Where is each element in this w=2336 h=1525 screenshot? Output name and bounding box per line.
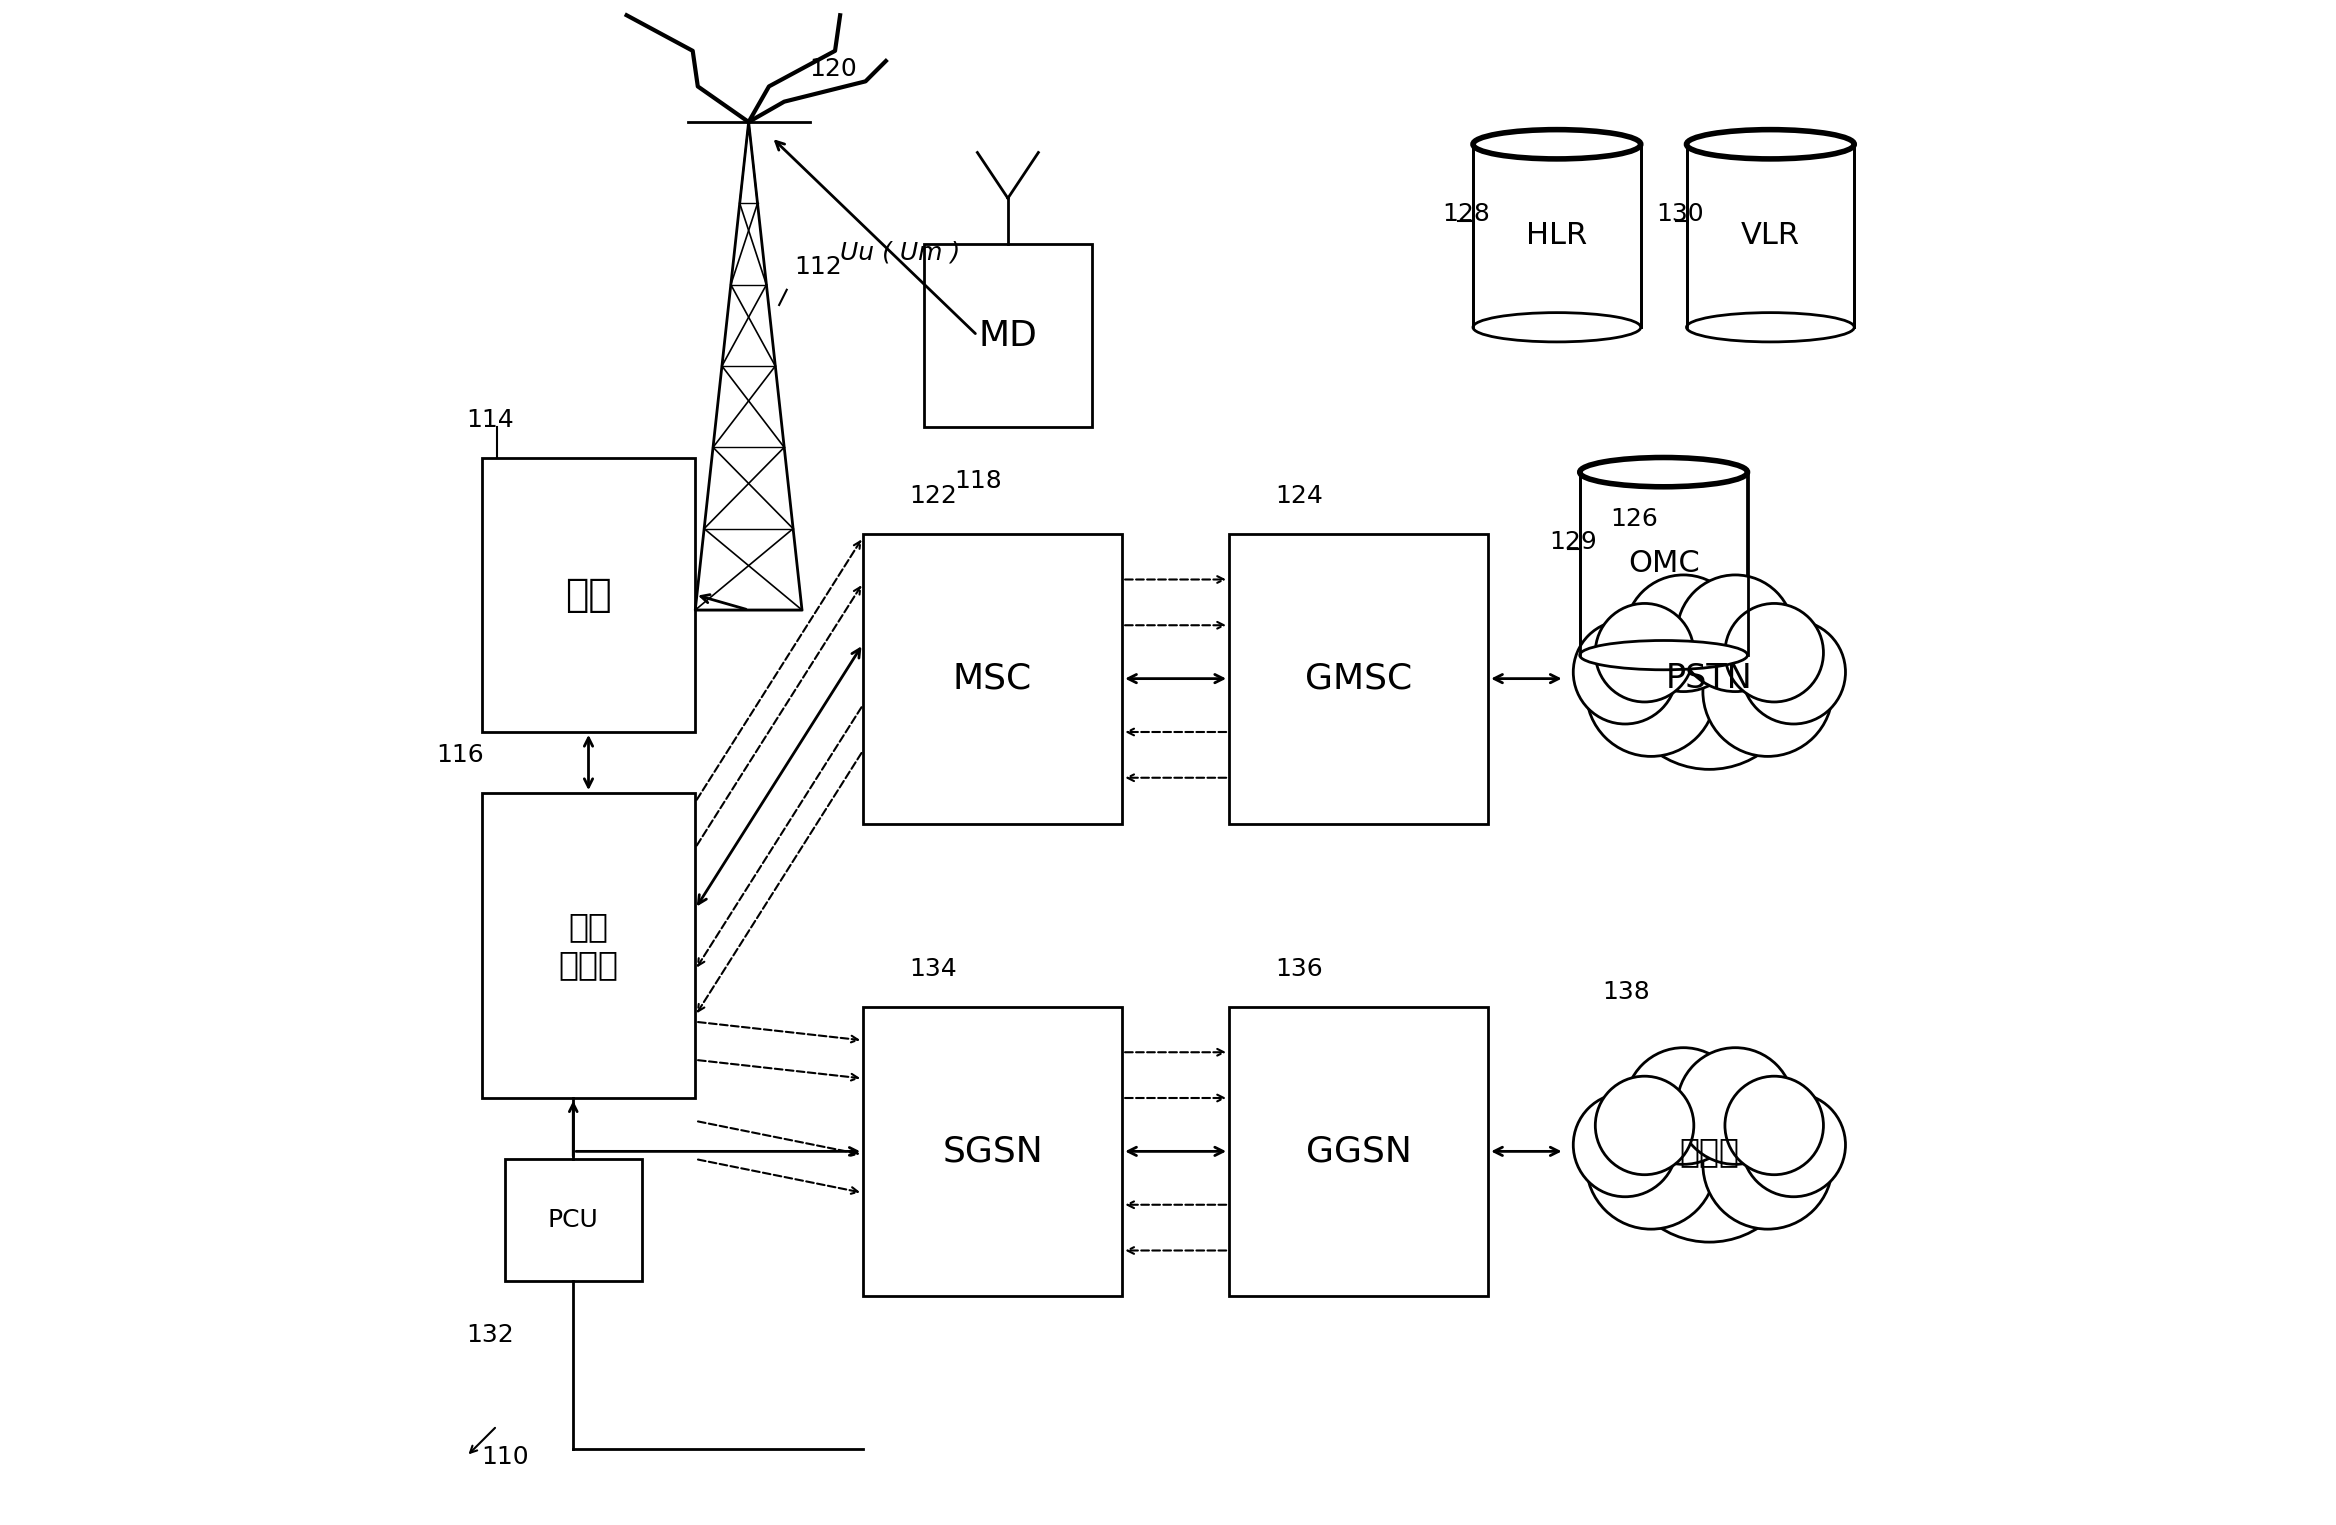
Text: 120: 120 [811,58,857,81]
FancyBboxPatch shape [481,793,696,1098]
Bar [1474,145,1640,328]
Ellipse shape [1687,313,1855,342]
FancyBboxPatch shape [862,534,1121,824]
Ellipse shape [1579,458,1747,486]
Circle shape [1586,1100,1717,1229]
FancyBboxPatch shape [1229,1006,1488,1296]
Circle shape [1724,604,1824,702]
Text: 132: 132 [467,1324,514,1347]
Text: 134: 134 [909,958,955,981]
Text: PCU: PCU [549,1208,598,1232]
Text: PSTN: PSTN [1666,662,1752,695]
Text: 130: 130 [1656,203,1703,226]
Ellipse shape [1579,640,1747,669]
Circle shape [1677,575,1794,691]
Circle shape [1595,1077,1694,1174]
Text: GMSC: GMSC [1306,662,1413,695]
Circle shape [1619,587,1801,769]
Circle shape [1626,1048,1743,1165]
Circle shape [1586,627,1717,756]
Text: 138: 138 [1602,981,1649,1003]
FancyBboxPatch shape [862,1006,1121,1296]
Text: 基站: 基站 [565,576,612,613]
Bar [1687,145,1855,328]
FancyBboxPatch shape [925,244,1091,427]
Circle shape [1703,1100,1831,1229]
Text: 112: 112 [794,256,841,279]
Circle shape [1724,1077,1824,1174]
Circle shape [1743,621,1845,724]
Circle shape [1595,604,1694,702]
Text: 114: 114 [467,409,514,432]
FancyBboxPatch shape [1229,534,1488,824]
Circle shape [1572,621,1677,724]
Circle shape [1703,627,1831,756]
Ellipse shape [1474,130,1640,159]
Ellipse shape [1474,313,1640,342]
Circle shape [1619,1061,1801,1241]
Text: 136: 136 [1275,958,1322,981]
Text: 129: 129 [1549,531,1598,554]
FancyBboxPatch shape [505,1159,642,1281]
Ellipse shape [1687,130,1855,159]
FancyBboxPatch shape [481,458,696,732]
Text: MD: MD [979,319,1037,352]
Text: 126: 126 [1610,508,1659,531]
Circle shape [1626,575,1743,691]
Text: Uu ( Um ): Uu ( Um ) [841,241,960,264]
Text: 基站
控制器: 基站 控制器 [558,910,619,981]
Text: VLR: VLR [1740,221,1801,250]
Text: 124: 124 [1275,485,1322,508]
Bar [1579,473,1747,656]
Text: SGSN: SGSN [941,1135,1042,1168]
Text: 122: 122 [909,485,958,508]
Text: OMC: OMC [1628,549,1701,578]
Text: 110: 110 [481,1446,530,1469]
Text: MSC: MSC [953,662,1033,695]
Text: 116: 116 [437,744,484,767]
Text: 128: 128 [1444,203,1490,226]
Text: 118: 118 [955,470,1002,493]
Text: HLR: HLR [1525,221,1588,250]
Text: GGSN: GGSN [1306,1135,1411,1168]
Text: 因特网: 因特网 [1680,1135,1740,1168]
Circle shape [1572,1093,1677,1197]
Circle shape [1743,1093,1845,1197]
Circle shape [1677,1048,1794,1165]
